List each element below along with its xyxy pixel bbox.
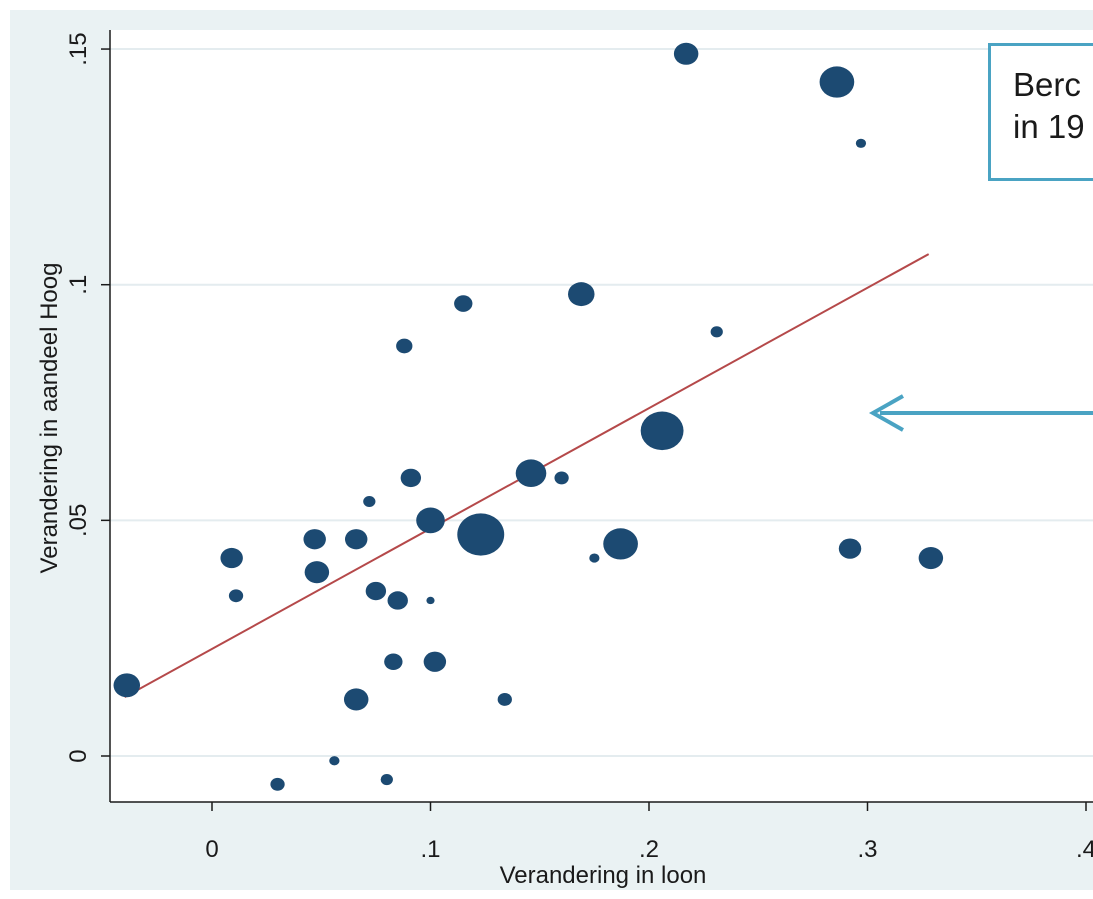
scatter-points — [113, 42, 944, 791]
data-point — [384, 653, 403, 671]
x-axis-label: Verandering in loon — [500, 862, 707, 889]
data-point — [454, 295, 473, 312]
data-point — [329, 756, 340, 766]
data-point — [838, 538, 862, 559]
axis-ticks: 0 .05 .1 .15 0 .1 .2 .3 .4 — [65, 32, 1093, 863]
data-point — [457, 513, 505, 556]
data-point — [343, 688, 369, 711]
y-tick-label: .1 — [65, 275, 92, 295]
data-point — [396, 338, 413, 354]
data-point — [426, 596, 435, 605]
y-tick-label: 0 — [65, 749, 92, 762]
x-tick-label: .3 — [857, 836, 877, 863]
data-point — [304, 561, 330, 584]
data-point — [603, 528, 638, 560]
x-tick-label: .1 — [420, 836, 440, 863]
data-point — [363, 495, 376, 508]
data-point — [918, 547, 944, 570]
data-point — [515, 459, 547, 488]
data-point — [220, 547, 243, 569]
data-point — [497, 693, 512, 706]
x-tick-label: .4 — [1076, 836, 1093, 863]
data-point — [303, 529, 326, 550]
y-axis-label: Verandering in aandeel Hoog — [36, 263, 63, 574]
grid-lines — [110, 48, 1093, 757]
data-point — [819, 66, 855, 98]
data-point — [640, 411, 684, 451]
data-point — [710, 326, 723, 338]
data-point — [380, 774, 393, 786]
annotation-callout: Berc in 19 — [988, 43, 1093, 181]
data-point — [387, 591, 408, 610]
data-point — [228, 589, 244, 603]
left-arrow-icon — [868, 394, 1093, 432]
data-point — [400, 468, 422, 488]
data-point — [270, 777, 285, 791]
annotation-line-2: in 19 — [1013, 108, 1085, 145]
x-tick-label: 0 — [205, 836, 218, 863]
data-point — [113, 673, 141, 698]
data-point — [568, 282, 595, 307]
data-point — [589, 553, 600, 563]
axes — [109, 30, 1093, 803]
y-tick-label: .15 — [65, 32, 92, 65]
annotation-line-1: Berc — [1013, 66, 1081, 103]
data-point — [855, 138, 867, 148]
y-tick-label: .05 — [65, 504, 92, 537]
data-point — [344, 529, 368, 550]
plot-area — [110, 30, 1093, 802]
data-point — [423, 651, 447, 672]
data-point — [673, 42, 699, 65]
x-tick-label: .2 — [639, 836, 659, 863]
data-point — [365, 581, 387, 601]
data-point — [554, 471, 569, 485]
data-point — [416, 507, 445, 534]
